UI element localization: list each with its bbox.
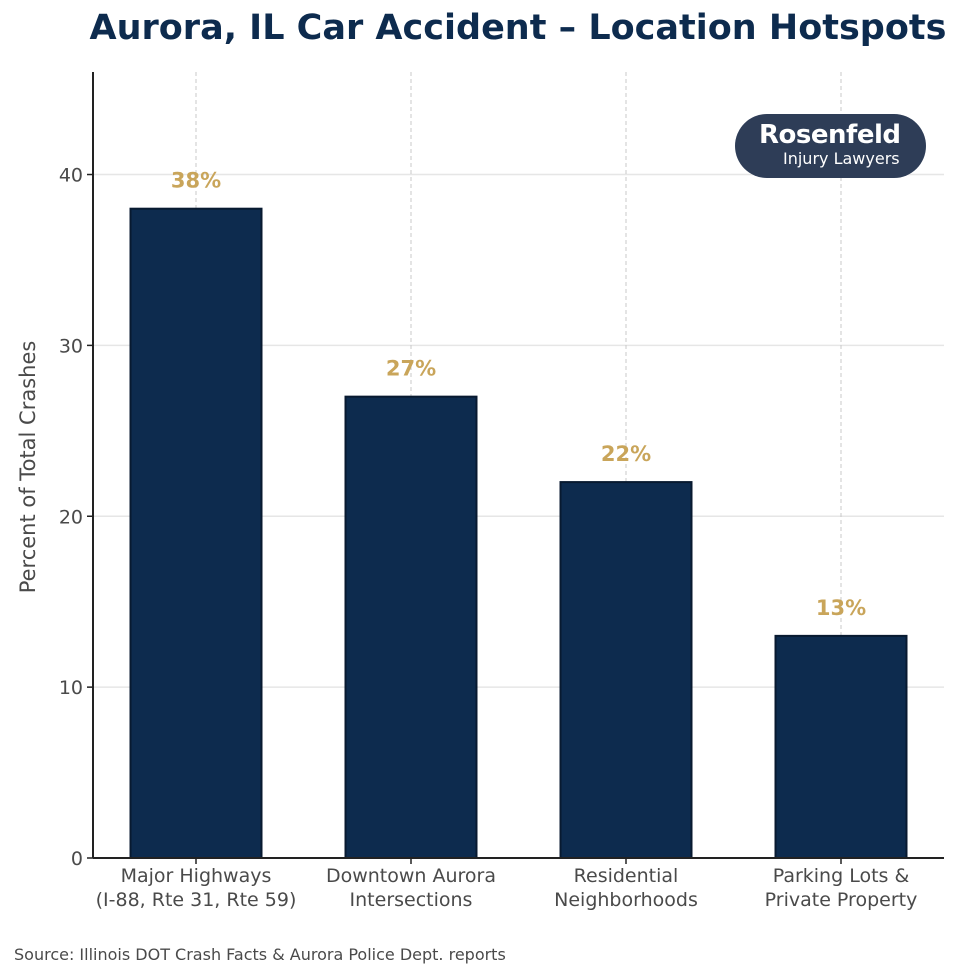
logo-name: Rosenfeld <box>759 120 901 150</box>
bar-data-label: 38% <box>171 169 221 193</box>
bar-data-label: 22% <box>601 442 651 466</box>
source-note: Source: Illinois DOT Crash Facts & Auror… <box>14 945 506 964</box>
x-category-label: Private Property <box>765 889 918 911</box>
x-category-label: Major Highways <box>121 865 272 887</box>
x-category-label: Neighborhoods <box>554 889 698 911</box>
rosenfeld-logo: Rosenfeld Injury Lawyers <box>735 114 926 178</box>
bar <box>559 481 693 859</box>
axis-layer: 0 10 20 30 40 Major Highways(I-88, Rte 31, Rt… <box>59 72 944 911</box>
logo-tagline: Injury Lawyers <box>783 149 900 168</box>
x-category-label: Residential <box>574 865 679 887</box>
x-category-label: (I-88, Rte 31, Rte 59) <box>96 889 297 911</box>
y-tick-label: 0 <box>71 848 83 870</box>
y-tick-label: 10 <box>59 677 83 699</box>
y-tick-label: 40 <box>59 165 83 187</box>
bar-data-label: 13% <box>816 596 866 620</box>
bar <box>129 207 263 859</box>
y-tick-label: 20 <box>59 506 83 528</box>
y-axis-label: Percent of Total Crashes <box>16 341 40 594</box>
bar <box>344 395 478 859</box>
chart-title: Aurora, IL Car Accident – Location Hotsp… <box>89 8 947 48</box>
x-category-label: Parking Lots & <box>773 865 910 887</box>
bar-layer: 38% 27% 22% 13% <box>129 169 908 859</box>
x-category-label: Intersections <box>350 889 473 911</box>
y-tick-label: 30 <box>59 335 83 357</box>
bar <box>774 634 908 859</box>
x-category-label: Downtown Aurora <box>326 865 496 887</box>
bar-chart: 38% 27% 22% 13% 0 10 20 30 40 Major Highways(I-8… <box>16 72 944 911</box>
bar-data-label: 27% <box>386 357 436 381</box>
